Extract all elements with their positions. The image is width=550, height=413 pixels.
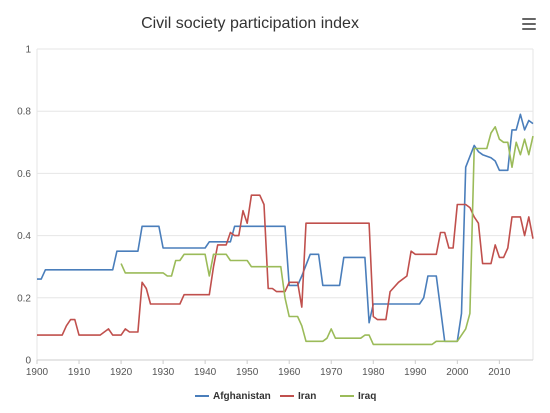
legend[interactable]: Afghanistan Iran Iraq bbox=[195, 391, 376, 402]
legend-item-iran[interactable]: Iran bbox=[280, 391, 316, 402]
chart-title: Civil society participation index bbox=[141, 15, 359, 32]
menu-bar bbox=[522, 28, 536, 30]
series-line-iraq[interactable] bbox=[120, 126, 534, 346]
series-line-iran[interactable] bbox=[37, 194, 534, 336]
x-tick-label: 1910 bbox=[68, 367, 91, 378]
series-line-afghanistan[interactable] bbox=[37, 113, 534, 343]
series-layer bbox=[37, 113, 534, 346]
legend-label: Afghanistan bbox=[213, 391, 271, 402]
x-tick-label: 1970 bbox=[320, 367, 343, 378]
legend-label: Iran bbox=[298, 391, 316, 402]
y-tick-label: 0.6 bbox=[17, 169, 31, 180]
y-tick-label: 0.8 bbox=[17, 107, 31, 118]
x-tick-label: 1930 bbox=[152, 367, 175, 378]
y-tick-label: 0 bbox=[25, 356, 31, 367]
x-tick-label: 1900 bbox=[26, 367, 49, 378]
menu-bar bbox=[522, 23, 536, 25]
legend-label: Iraq bbox=[358, 391, 376, 402]
y-tick-label: 1 bbox=[25, 45, 31, 56]
x-tick-label: 1990 bbox=[404, 367, 427, 378]
y-tick-label: 0.2 bbox=[17, 293, 31, 304]
x-tick-label: 2010 bbox=[488, 367, 511, 378]
x-tick-label: 2000 bbox=[446, 367, 469, 378]
legend-item-iraq[interactable]: Iraq bbox=[340, 391, 376, 402]
x-tick-label: 1940 bbox=[194, 367, 217, 378]
x-tick-label: 1950 bbox=[236, 367, 259, 378]
x-tick-label: 1920 bbox=[110, 367, 133, 378]
legend-item-afghanistan[interactable]: Afghanistan bbox=[195, 391, 271, 402]
y-tick-label: 0.4 bbox=[17, 231, 31, 242]
x-tick-label: 1980 bbox=[362, 367, 385, 378]
axes: 0 0.2 0.4 0.6 0.8 1 1900 1910 1920 1930 1940 1950 19… bbox=[17, 45, 533, 378]
hamburger-menu-icon[interactable] bbox=[522, 18, 536, 30]
menu-bar bbox=[522, 18, 536, 20]
x-tick-label: 1960 bbox=[278, 367, 301, 378]
